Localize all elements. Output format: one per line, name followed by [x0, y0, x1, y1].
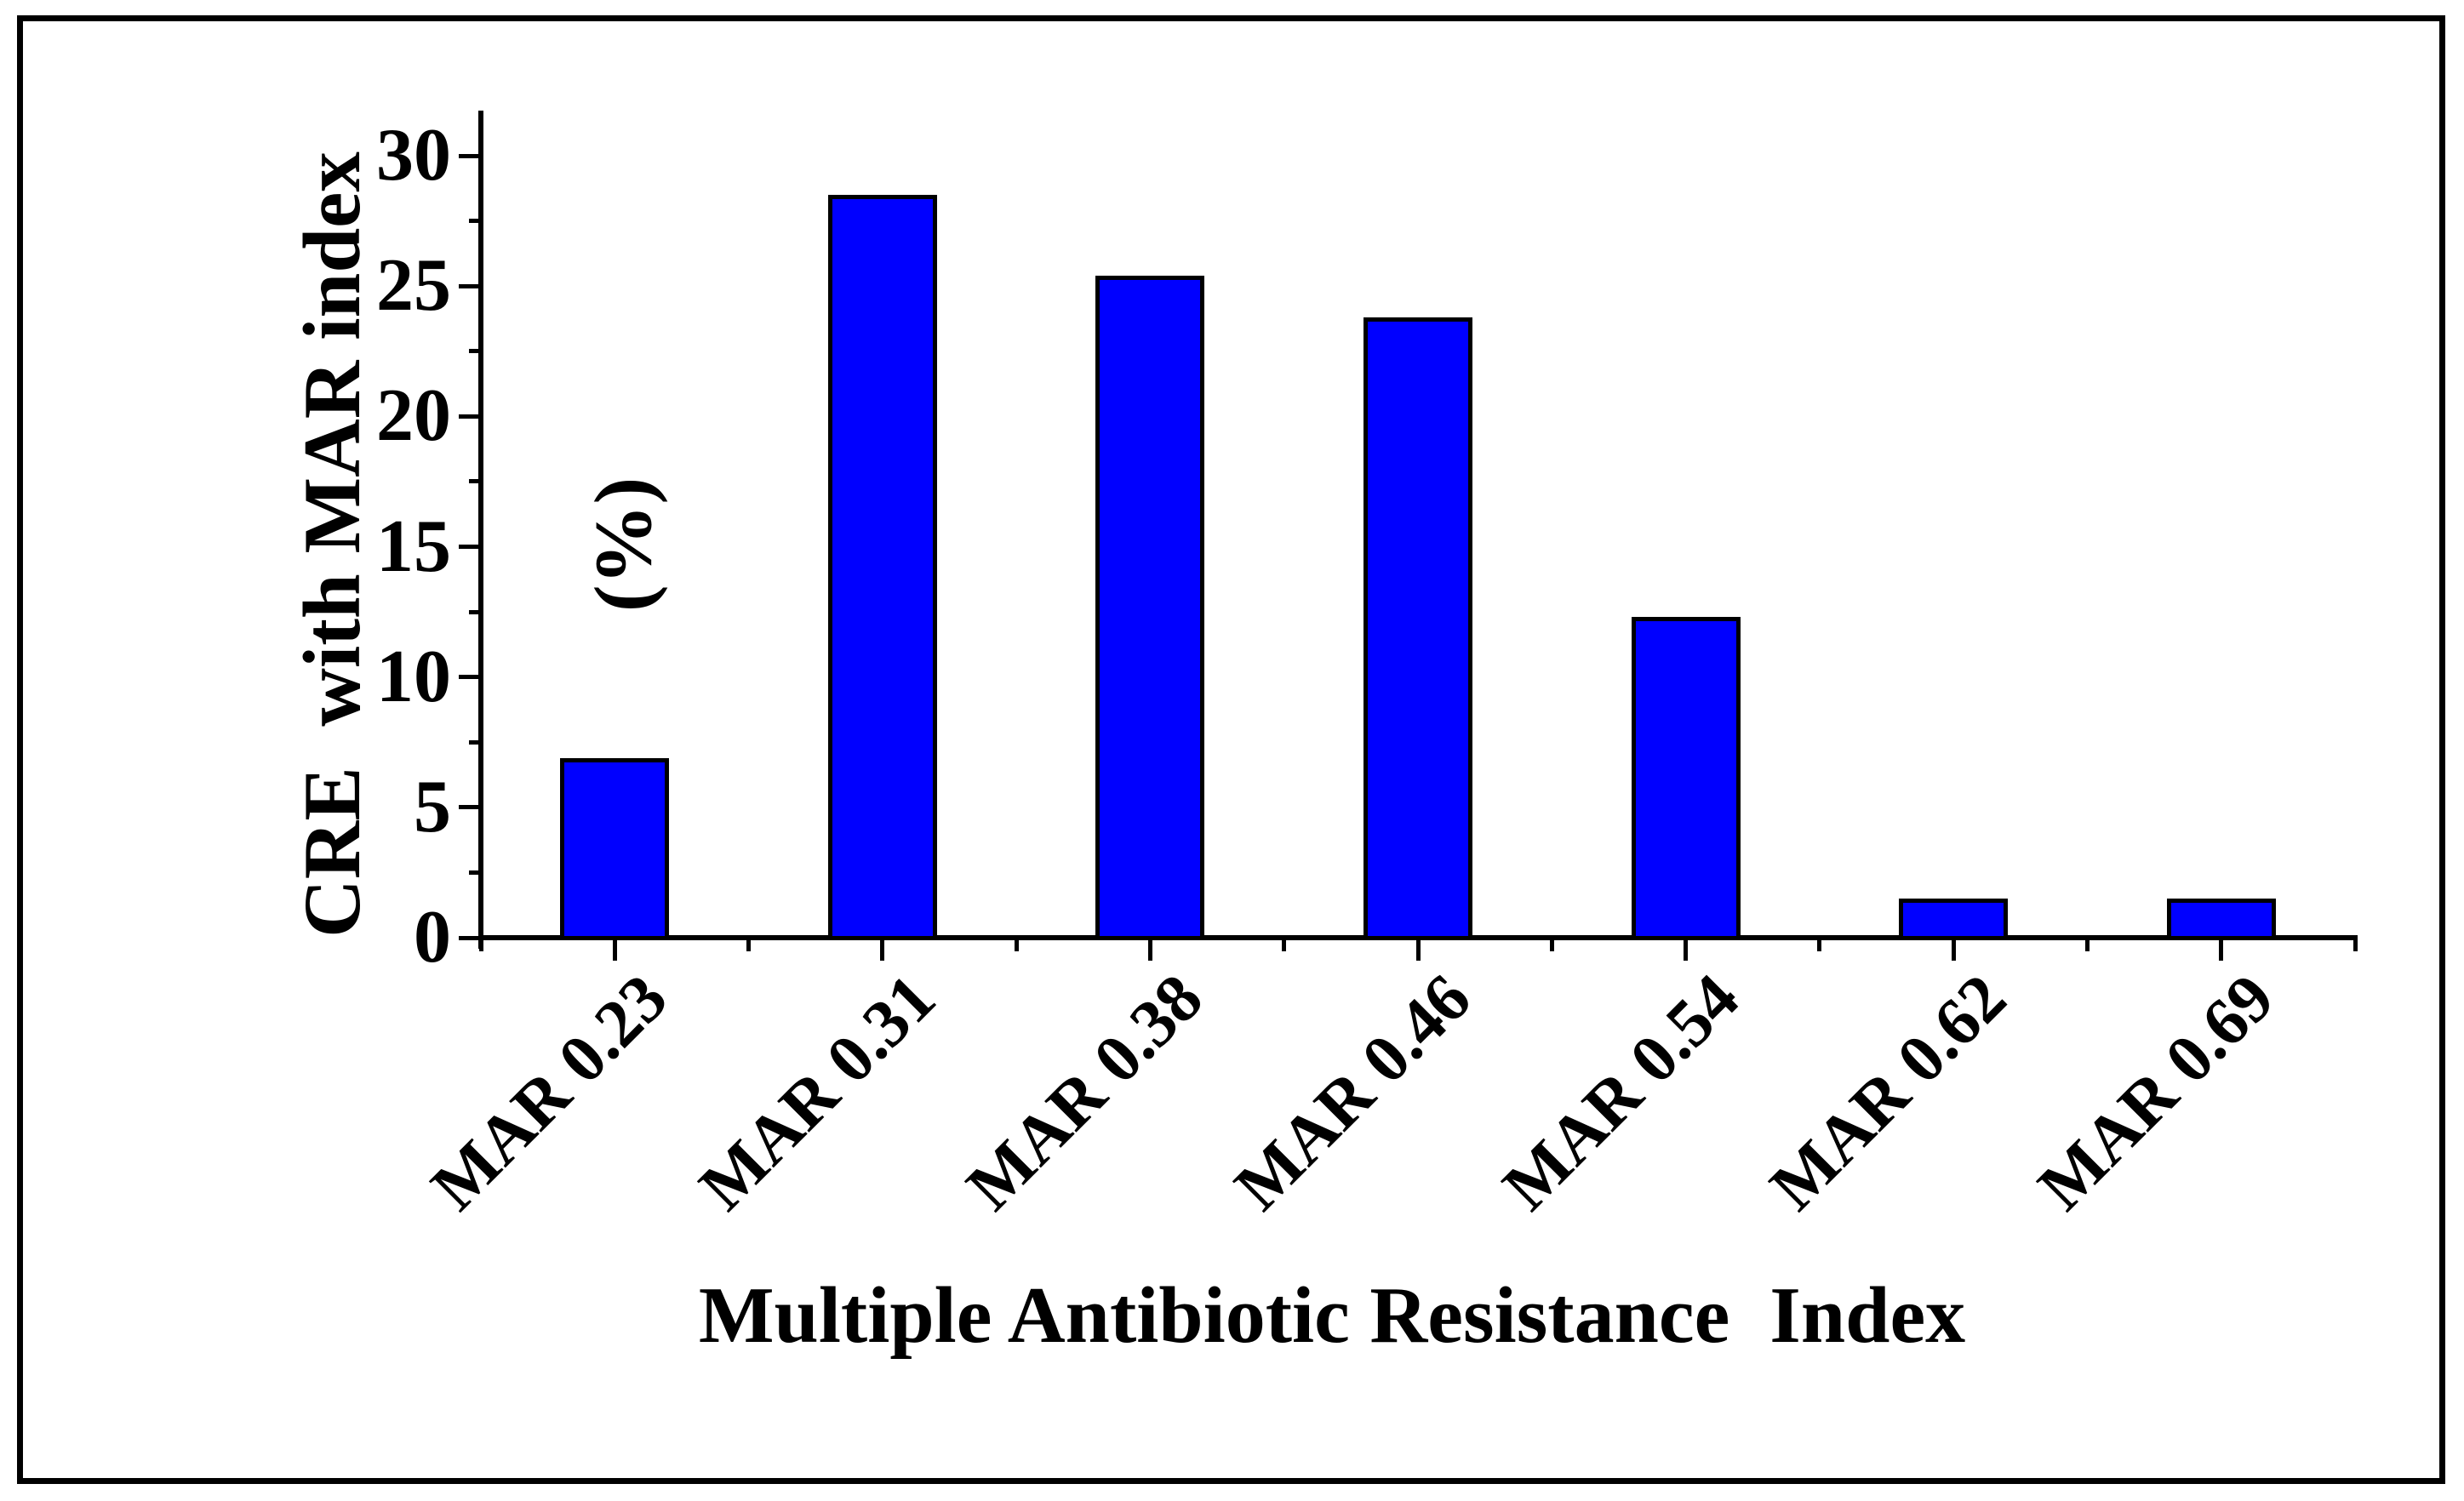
- bar-mar-0.62: [1899, 899, 2009, 940]
- bar-mar-0.46: [1363, 317, 1472, 940]
- x-minor-tick: [2084, 940, 2090, 951]
- y-tick-label: 15: [376, 505, 451, 588]
- y-tick-label: 20: [376, 374, 451, 458]
- x-axis-title: Multiple Antibiotic Resistance Index: [698, 1271, 1966, 1360]
- x-major-tick: [1951, 940, 1956, 961]
- x-major-tick: [1147, 940, 1152, 961]
- x-minor-tick: [1282, 940, 1287, 951]
- y-major-tick: [459, 675, 481, 680]
- x-major-tick: [612, 940, 617, 961]
- y-axis-line: [478, 111, 483, 949]
- x-minor-tick: [478, 940, 483, 951]
- y-major-tick: [459, 545, 481, 549]
- y-tick-label: 0: [414, 896, 451, 979]
- y-minor-tick: [469, 739, 481, 745]
- bar-mar-0.31: [827, 194, 937, 940]
- x-minor-tick: [1817, 940, 1822, 951]
- y-axis-title: CRE with MAR index (%): [89, 30, 668, 1059]
- x-minor-tick: [1549, 940, 1554, 951]
- y-tick-label: 5: [414, 765, 451, 848]
- y-minor-tick: [469, 479, 481, 484]
- y-major-tick: [459, 283, 481, 288]
- y-axis-title-line1: CRE with MAR index: [287, 151, 377, 938]
- y-axis-title-line2: (%): [578, 477, 668, 613]
- y-tick-label: 10: [376, 635, 451, 718]
- y-major-tick: [459, 414, 481, 419]
- x-major-tick: [1684, 940, 1689, 961]
- x-major-tick: [1415, 940, 1421, 961]
- bar-mar-0.23: [560, 757, 670, 940]
- x-minor-tick: [1014, 940, 1019, 951]
- y-minor-tick: [469, 870, 481, 875]
- y-major-tick: [459, 935, 481, 940]
- y-major-tick: [459, 805, 481, 810]
- y-major-tick: [459, 153, 481, 158]
- x-minor-tick: [2353, 940, 2358, 951]
- figure-border: [17, 15, 2445, 1484]
- x-major-tick: [880, 940, 885, 961]
- y-tick-label: 25: [376, 244, 451, 328]
- y-minor-tick: [469, 349, 481, 354]
- x-minor-tick: [746, 940, 752, 951]
- bar-mar-0.38: [1095, 275, 1205, 940]
- bar-mar-0.54: [1631, 617, 1741, 940]
- x-major-tick: [2219, 940, 2224, 961]
- y-tick-label: 30: [376, 114, 451, 197]
- y-minor-tick: [469, 219, 481, 224]
- bar-mar-0.69: [2166, 899, 2276, 940]
- y-minor-tick: [469, 609, 481, 614]
